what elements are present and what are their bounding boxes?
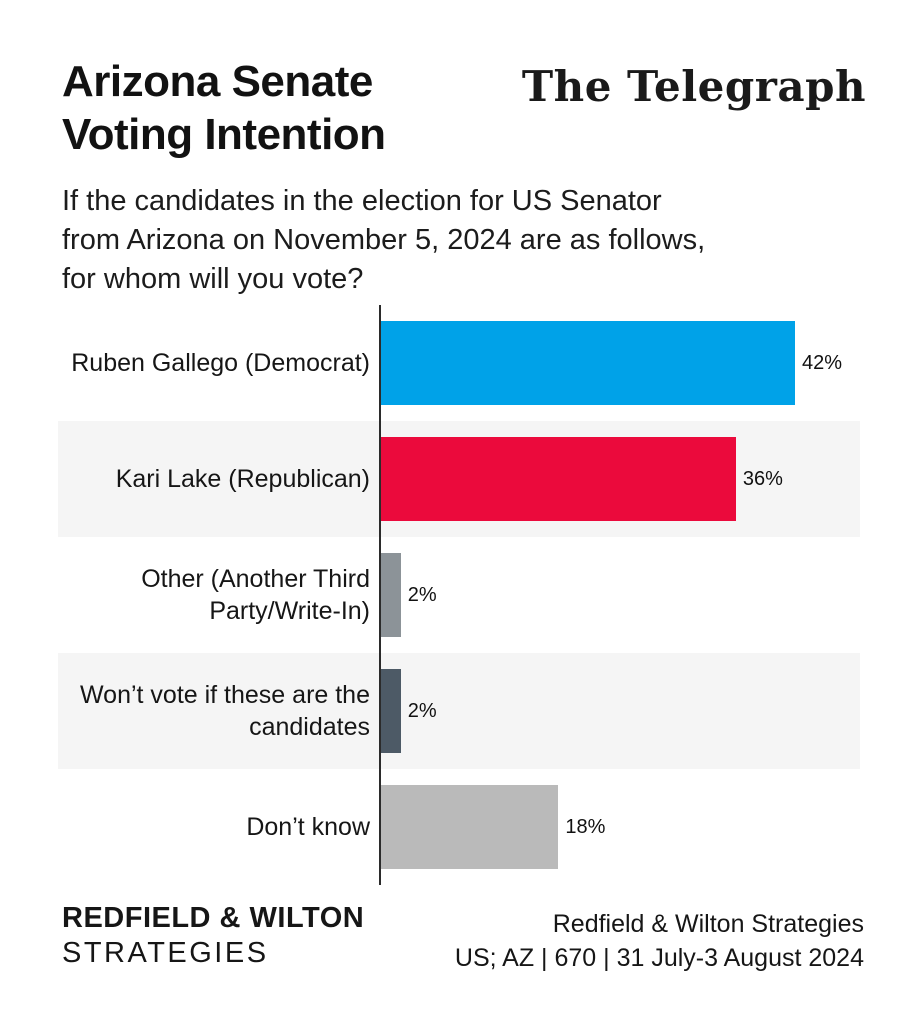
question-line1: If the candidates in the election for US… bbox=[62, 185, 662, 217]
bar-dont-know bbox=[381, 785, 559, 869]
bar-chart: Ruben Gallego (Democrat) 42% Kari Lake (… bbox=[58, 305, 860, 885]
source-line2: US; AZ | 670 | 31 July-3 August 2024 bbox=[454, 943, 864, 972]
baseline-axis bbox=[379, 305, 381, 885]
category-label: Ruben Gallego (Democrat) bbox=[71, 348, 370, 377]
pollster-name-line2: STRATEGIES bbox=[62, 937, 269, 970]
chart-row-other: Other (Another Third Party/Write-In) 2% bbox=[58, 537, 860, 653]
value-label: 42% bbox=[802, 351, 843, 374]
value-label: 2% bbox=[407, 699, 437, 722]
chart-row-lake: Kari Lake (Republican) 36% bbox=[58, 421, 860, 537]
category-label: Don’t know bbox=[246, 812, 370, 841]
category-label: Kari Lake (Republican) bbox=[115, 464, 370, 493]
value-label: 2% bbox=[407, 583, 437, 606]
category-label: Won’t vote if these are the candidates bbox=[80, 680, 370, 742]
telegraph-logo: The Telegraph bbox=[521, 62, 866, 111]
chart-row-dont-know: Don’t know 18% bbox=[58, 769, 860, 885]
chart-row-wont-vote: Won’t vote if these are the candidates 2… bbox=[58, 653, 860, 769]
question-line2: from Arizona on November 5, 2024 are as … bbox=[62, 224, 706, 257]
question-text: If the candidates in the election for US… bbox=[62, 182, 705, 299]
source-note: Redfield & Wilton Strategies US; AZ | 67… bbox=[455, 908, 864, 976]
page-title: Arizona Senate Voting Intention bbox=[62, 56, 386, 162]
bar-wont-vote bbox=[381, 669, 401, 753]
value-label: 36% bbox=[742, 467, 783, 490]
page-title-line1: Arizona Senate bbox=[62, 57, 373, 106]
bar-lake bbox=[381, 437, 736, 521]
bar-other bbox=[381, 553, 401, 637]
pollster-logo: REDFIELD & WILTON STRATEGIES bbox=[62, 901, 364, 972]
source-line1: Redfield & Wilton Strategies bbox=[552, 910, 864, 938]
category-label: Other (Another Third Party/Write-In) bbox=[141, 564, 370, 626]
pollster-name: REDFIELD & WILTON bbox=[62, 902, 365, 934]
value-label: 18% bbox=[565, 815, 606, 838]
page-title-line2: Voting Intention bbox=[62, 109, 386, 159]
bar-gallego bbox=[381, 321, 795, 405]
question-line3: for whom will you vote? bbox=[62, 263, 364, 296]
chart-row-gallego: Ruben Gallego (Democrat) 42% bbox=[58, 305, 860, 421]
